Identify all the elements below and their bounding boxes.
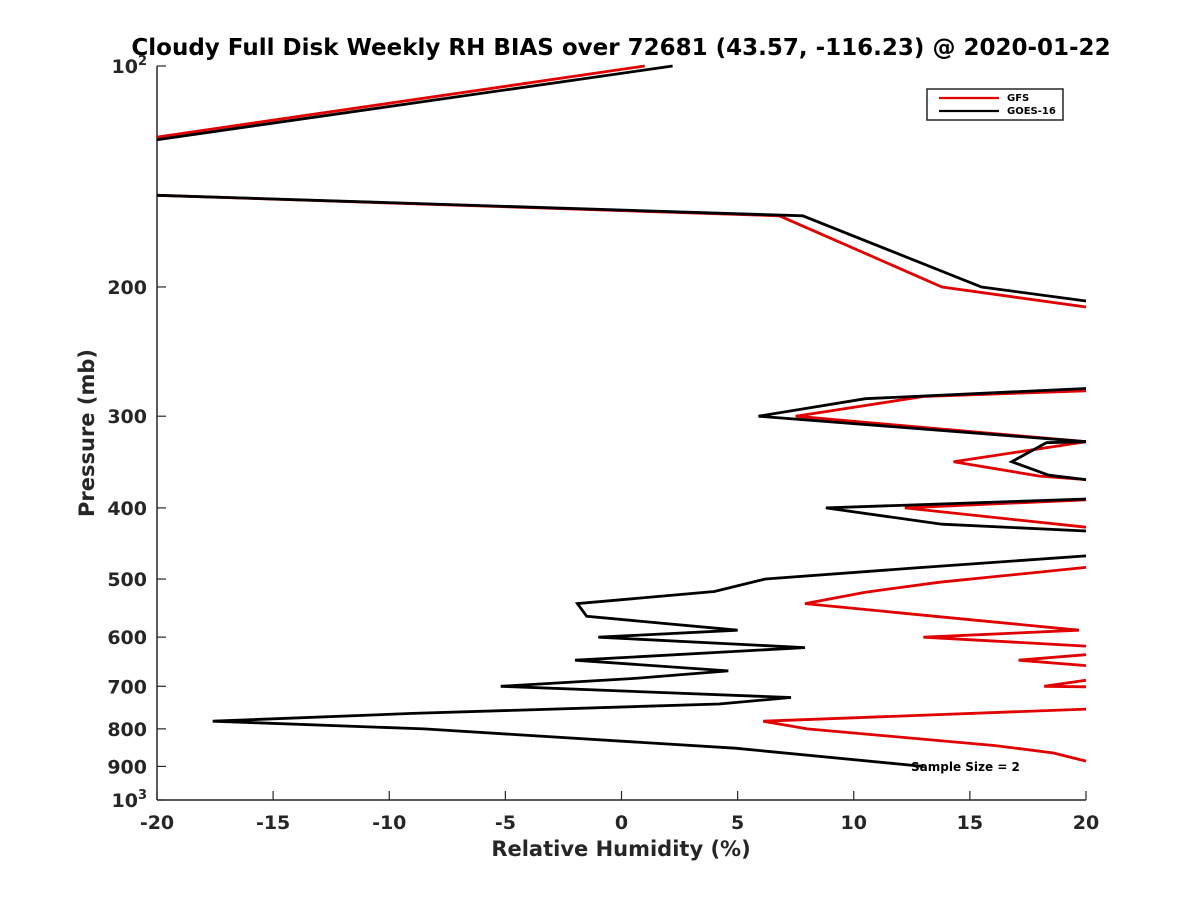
x-tick-label: -20 [140, 812, 174, 834]
x-axis-label: Relative Humidity (%) [491, 837, 750, 861]
series-line-gfs-segment-7 [1044, 678, 1087, 689]
series-line-goes-16-segment-5 [212, 554, 1087, 768]
x-tick-label: 20 [1073, 812, 1099, 834]
series-line-goes-16-segment-0 [156, 64, 673, 142]
y-tick-label: 200 [107, 277, 147, 299]
x-tick-label: 15 [957, 812, 983, 834]
y-tick-label: 300 [107, 406, 147, 428]
legend-label-goes-16: GOES-16 [1007, 106, 1056, 117]
y-tick-label: 400 [107, 498, 147, 520]
series-line-gfs-segment-3 [953, 440, 1087, 481]
sample-size-annotation: Sample Size = 2 [911, 760, 1020, 774]
series-line-gfs-segment-2 [795, 389, 1087, 444]
series-line-gfs-segment-8 [762, 707, 1087, 763]
y-tick-label: 600 [107, 627, 147, 649]
series-line-gfs-segment-6 [1018, 653, 1087, 667]
series-line-gfs-segment-5 [804, 566, 1087, 648]
chart-title: Cloudy Full Disk Weekly RH BIAS over 726… [131, 35, 1110, 61]
y-axis-label: Pressure (mb) [75, 349, 99, 517]
series-line-gfs-segment-0 [156, 64, 645, 139]
y-tick-label: 102 [112, 54, 148, 78]
x-tick-label: -15 [256, 812, 290, 834]
series-lines [156, 64, 1087, 768]
series-line-goes-16-segment-3 [1008, 440, 1087, 481]
x-tick-label: 0 [615, 812, 628, 834]
series-line-goes-16-segment-2 [758, 387, 1087, 444]
x-tick-label: 10 [841, 812, 867, 834]
y-tick-label: 800 [107, 719, 147, 741]
y-tick-label: 900 [107, 756, 147, 778]
series-line-gfs-segment-4 [904, 498, 1087, 529]
legend: GFS GOES-16 [926, 88, 1064, 121]
series-line-goes-16-segment-4 [825, 497, 1087, 533]
x-tick-label: -5 [495, 812, 516, 834]
series-line-gfs-segment-1 [156, 193, 1087, 309]
y-axis-ticks: 102 200 300 400 500 600 700 800 900 103 [107, 54, 166, 812]
y-tick-label: 700 [107, 676, 147, 698]
series-line-goes-16-segment-1 [156, 193, 1087, 303]
x-axis-ticks: -20 -15 -10 -5 0 5 10 15 20 [140, 791, 1099, 834]
legend-label-gfs: GFS [1007, 93, 1029, 104]
legend-box [926, 88, 1064, 121]
x-tick-label: 5 [731, 812, 744, 834]
y-tick-label: 500 [107, 569, 147, 591]
x-tick-label: -10 [372, 812, 406, 834]
y-tick-label: 103 [112, 788, 148, 812]
